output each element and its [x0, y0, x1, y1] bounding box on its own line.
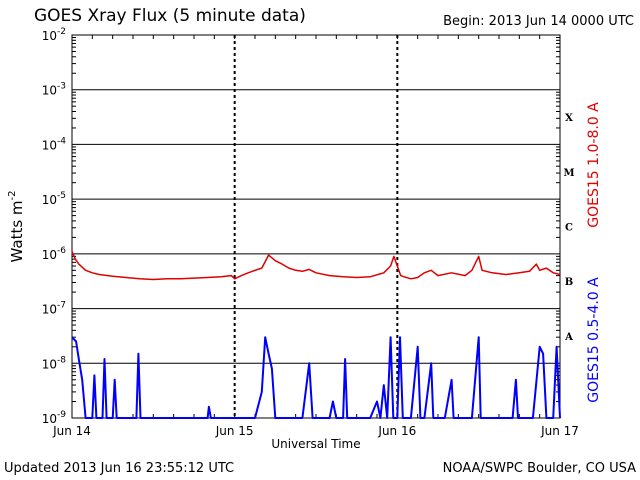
y-axis-label: Watts m-2	[7, 190, 26, 262]
flare-class-label: C	[565, 223, 573, 234]
y-tick-label: 10-8	[42, 355, 67, 371]
x-tick-label: Jun 15	[215, 424, 254, 438]
begin-timestamp: Begin: 2013 Jun 14 0000 UTC	[443, 14, 634, 29]
data-source: NOAA/SWPC Boulder, CO USA	[442, 461, 636, 476]
y-tick-label: 10-3	[42, 82, 66, 98]
x-axis-label: Universal Time	[271, 437, 360, 451]
legend-entry: GOES15 0.5-4.0 A	[586, 277, 602, 403]
x-tick-label: Jun 17	[540, 424, 579, 438]
x-tick-label: Jun 14	[52, 424, 91, 438]
flare-class-label: B	[565, 277, 573, 288]
flare-class-label: M	[563, 168, 574, 179]
y-tick-label: 10-9	[42, 410, 67, 426]
y-tick-label: 10-2	[42, 27, 66, 43]
y-tick-label: 10-5	[42, 191, 66, 207]
x-tick-label: Jun 16	[377, 424, 416, 438]
series-long-line	[71, 251, 561, 281]
updated-timestamp: Updated 2013 Jun 16 23:55:12 UTC	[4, 461, 235, 476]
plot-frame	[71, 34, 561, 419]
y-tick-label: 10-6	[42, 246, 67, 262]
flare-class-label: A	[564, 332, 573, 343]
chart-title: GOES Xray Flux (5 minute data)	[34, 6, 306, 26]
y-tick-label: 10-7	[42, 301, 66, 317]
legend-entry: GOES15 1.0-8.0 A	[586, 102, 602, 228]
flare-class-label: X	[565, 113, 573, 124]
series-short-line	[71, 336, 561, 419]
y-tick-label: 10-4	[42, 136, 67, 152]
